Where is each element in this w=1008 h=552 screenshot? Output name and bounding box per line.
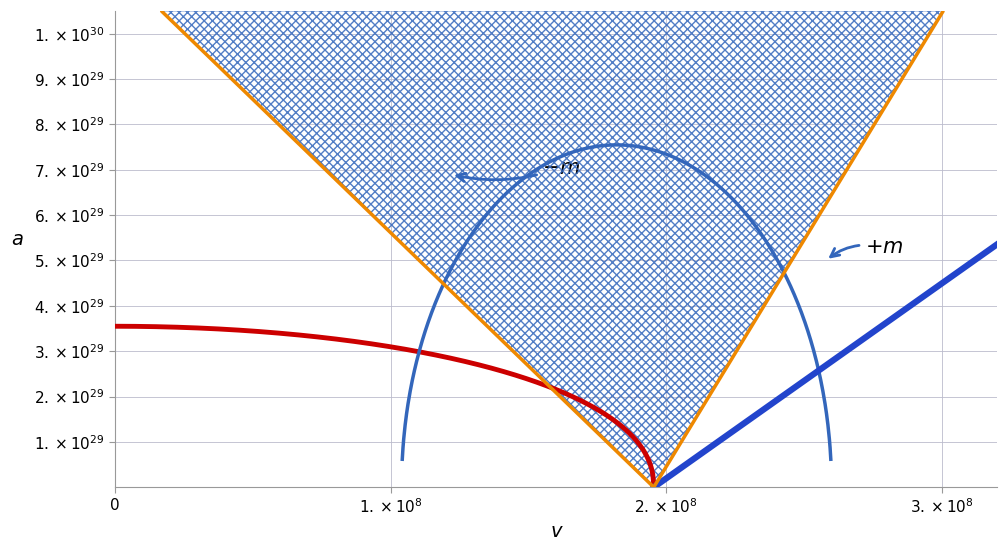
Text: $+m$: $+m$ [831, 237, 903, 257]
X-axis label: v: v [550, 522, 561, 541]
Y-axis label: a: a [11, 230, 23, 249]
Text: $-m$: $-m$ [457, 157, 581, 182]
